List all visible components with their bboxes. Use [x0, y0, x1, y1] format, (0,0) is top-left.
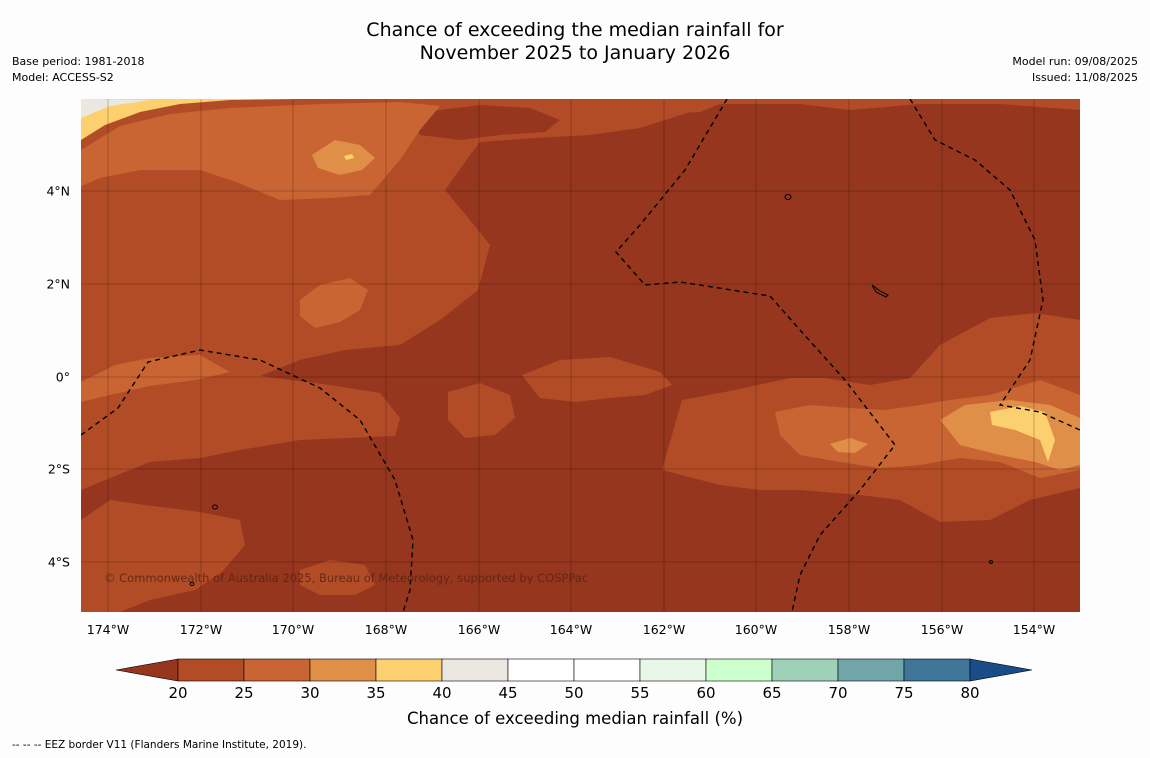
lon-label-168w: 168°W — [364, 622, 408, 637]
colorbar-tick-label: 70 — [828, 684, 848, 702]
lon-label-156w: 156°W — [920, 622, 964, 637]
band-25-30-west — [81, 355, 230, 402]
lat-label-4s: 4°S — [47, 554, 70, 570]
lat-label-2n: 2°N — [46, 276, 70, 292]
copyright-text: © Commonwealth of Australia 2025, Bureau… — [104, 571, 589, 585]
lon-label-164w: 164°W — [549, 622, 593, 637]
colorbar-segment — [375, 658, 443, 682]
lon-label-154w: 154°W — [1012, 622, 1056, 637]
lat-label-0: 0° — [55, 369, 70, 385]
colorbar-tick-label: 20 — [168, 684, 188, 702]
lat-label-2s: 2°S — [47, 461, 70, 477]
model-name: Model: ACCESS-S2 — [12, 71, 114, 84]
colorbar-tick-label: 60 — [696, 684, 716, 702]
colorbar-segment — [705, 658, 773, 682]
colorbar-segment — [639, 658, 707, 682]
lon-label-170w: 170°W — [271, 622, 315, 637]
meta-right: Model run: 09/08/2025 Issued: 11/08/2025 — [1012, 54, 1138, 86]
title-line-1: Chance of exceeding the median rainfall … — [366, 19, 784, 41]
meta-left: Base period: 1981-2018 Model: ACCESS-S2 — [12, 54, 144, 86]
colorbar-label: Chance of exceeding median rainfall (%) — [406, 709, 744, 728]
colorbar-tick-label: 30 — [300, 684, 320, 702]
colorbar-tick-label: 75 — [894, 684, 914, 702]
colorbar-tick-label: 35 — [366, 684, 386, 702]
colorbar-tick-label: 65 — [762, 684, 782, 702]
colorbar-extend-high — [969, 658, 1033, 682]
lon-label-162w: 162°W — [642, 622, 686, 637]
lon-label-160w: 160°W — [734, 622, 778, 637]
islands — [189, 194, 993, 586]
colorbar-tick-label: 40 — [432, 684, 452, 702]
lon-label-172w: 172°W — [179, 622, 223, 637]
band-20-25-center — [522, 357, 672, 402]
model-run: Model run: 09/08/2025 — [1012, 55, 1138, 68]
band-20-25-sw — [81, 500, 245, 612]
colorbar — [115, 658, 1033, 682]
colorbar-segment — [903, 658, 971, 682]
colorbar-segment — [177, 658, 245, 682]
lon-label-158w: 158°W — [827, 622, 871, 637]
band-40-45-corner — [81, 99, 150, 118]
colorbar-segment — [771, 658, 839, 682]
band-20-25-top-right — [600, 99, 1080, 115]
colorbar-segment — [573, 658, 641, 682]
colorbar-tick-label: 80 — [960, 684, 980, 702]
colorbar-tick-label: 25 — [234, 684, 254, 702]
gridlines — [81, 99, 1080, 612]
colorbar-segment — [441, 658, 509, 682]
lon-label-174w: 174°W — [86, 622, 130, 637]
chart-title: Chance of exceeding the median rainfall … — [0, 19, 1150, 65]
colorbar-segment — [309, 658, 377, 682]
lat-label-4n: 4°N — [46, 183, 70, 199]
band-30-35-north-blob — [312, 140, 375, 175]
band-25-30-north — [81, 102, 440, 200]
band-20-25-west — [81, 99, 720, 490]
colorbar-tick-label: 45 — [498, 684, 518, 702]
band-35-40-dot — [344, 154, 354, 160]
band-20-25-sw2 — [300, 560, 375, 595]
band-25-30-mid — [300, 278, 368, 328]
band-35-40-north — [81, 99, 300, 140]
colorbar-tick-label: 50 — [564, 684, 584, 702]
eez-footer-note: -- -- -- EEZ border V11 (Flanders Marine… — [12, 739, 307, 751]
title-line-2: November 2025 to January 2026 — [419, 42, 731, 64]
base-period: Base period: 1981-2018 — [12, 55, 145, 68]
lon-label-166w: 166°W — [457, 622, 501, 637]
colorbar-segment — [507, 658, 575, 682]
colorbar-segment — [243, 658, 311, 682]
band-30-35-east-small — [830, 438, 868, 453]
issued-date: Issued: 11/08/2025 — [1031, 71, 1138, 84]
colorbar-segment — [837, 658, 905, 682]
map-layers — [81, 99, 1080, 612]
band-20-25-south-center — [448, 383, 515, 438]
eez-borders — [81, 99, 1080, 612]
band-20-25-nw-small — [410, 105, 560, 140]
colorbar-tick-label: 55 — [630, 684, 650, 702]
band-35-40-east — [990, 406, 1055, 462]
colorbar-extend-low — [115, 658, 179, 682]
